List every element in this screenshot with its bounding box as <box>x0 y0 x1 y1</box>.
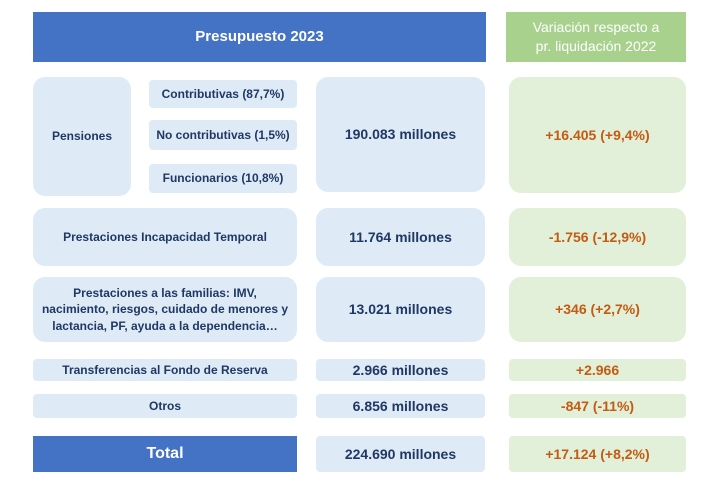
change: +346 (+2,7%) <box>509 277 686 342</box>
amount: 190.083 millones <box>316 77 485 192</box>
amount: 13.021 millones <box>316 277 485 342</box>
header-line: pr. liquidación 2022 <box>535 38 657 54</box>
amount: 11.764 millones <box>316 208 485 266</box>
label-line: Otros <box>148 398 181 413</box>
header-line: Variación respecto a <box>532 19 660 36</box>
row-label: Otros <box>33 394 297 418</box>
header-variation: Variación respecto a pr. liquidación 202… <box>506 12 686 62</box>
label-line: Prestaciones a las familias: IMV, <box>73 286 257 301</box>
row-label: Pensiones <box>33 77 131 196</box>
header-title: Presupuesto 2023 <box>33 12 486 62</box>
total-amount: 224.690 millones <box>316 436 485 472</box>
amount: 2.966 millones <box>316 359 485 381</box>
label-line: Prestaciones Incapacidad Temporal <box>63 229 267 244</box>
change: -1.756 (-12,9%) <box>509 208 686 266</box>
change: +2.966 <box>509 359 686 381</box>
total-label: Total <box>33 436 297 472</box>
label-line: Transferencias al Fondo de Reserva <box>62 362 268 377</box>
label-line: Pensiones <box>51 129 113 144</box>
change: +16.405 (+9,4%) <box>509 77 686 193</box>
sublabel: Contributivas (87,7%) <box>149 80 297 108</box>
label-line: nacimiento, riesgos, cuidado de menores … <box>41 302 289 317</box>
amount: 6.856 millones <box>316 394 485 418</box>
row-label: Prestaciones Incapacidad Temporal <box>33 208 297 266</box>
total-change: +17.124 (+8,2%) <box>509 436 686 472</box>
change: -847 (-11%) <box>509 394 686 418</box>
sublabel: Funcionarios (10,8%) <box>149 164 297 193</box>
sublabel: No contributivas (1,5%) <box>149 120 297 150</box>
row-label: Transferencias al Fondo de Reserva <box>33 359 297 381</box>
row-label: Prestaciones a las familias: IMV, nacimi… <box>33 277 297 342</box>
label-line: lactancia, PF, ayuda a la dependencia… <box>52 318 278 333</box>
